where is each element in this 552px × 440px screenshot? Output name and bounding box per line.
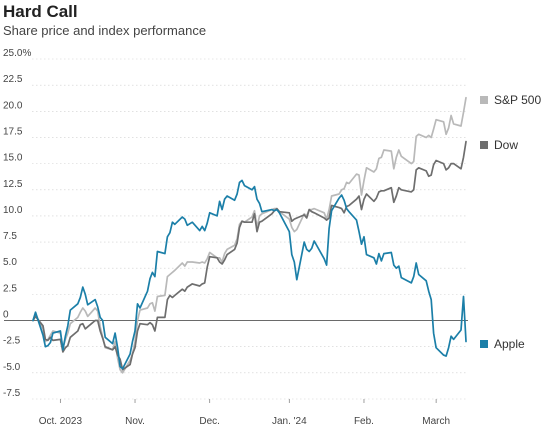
y-tick-label: 17.5 (3, 126, 23, 137)
x-axis-ticks: Oct. 2023 Nov. Dec. Jan. '24 Feb. March (39, 399, 450, 427)
y-tick-label: 10.0 (3, 205, 23, 216)
grid (4, 58, 468, 400)
series-lines (32, 96, 467, 374)
y-tick-label: 2.5 (3, 283, 17, 294)
legend-label: Dow (494, 138, 518, 152)
y-tick-label: 0 (3, 310, 9, 321)
legend-label: Apple (494, 337, 525, 351)
y-axis-ticks: 25.0% 22.5 20.0 17.5 15.0 12.5 10.0 7.5 5.0 2.5 0 -… (3, 48, 31, 399)
series-line-apple (32, 179, 467, 370)
series-line-s-p-500 (32, 96, 467, 374)
legend-swatch (480, 141, 488, 149)
series-line-dow (32, 140, 467, 371)
chart-title: Hard Call (3, 2, 78, 21)
y-tick-label: 20.0 (3, 100, 23, 111)
legend-label: S&P 500 (494, 93, 541, 107)
y-tick-label: 5.0 (3, 257, 17, 268)
y-tick-label: 25.0% (3, 48, 31, 59)
x-tick-label: Jan. '24 (272, 416, 307, 427)
x-tick-label: Feb. (354, 416, 374, 427)
y-tick-label: -7.5 (3, 388, 21, 399)
legend: S&P 500 Dow Apple (480, 93, 541, 351)
x-tick-label: March (422, 416, 450, 427)
y-tick-label: 12.5 (3, 179, 23, 190)
legend-swatch (480, 96, 488, 104)
x-tick-label: Nov. (125, 416, 145, 427)
legend-swatch (480, 340, 488, 348)
chart-subtitle: Share price and index performance (3, 23, 207, 38)
x-tick-label: Oct. 2023 (39, 416, 83, 427)
y-tick-label: 7.5 (3, 231, 17, 242)
x-tick-label: Dec. (199, 416, 220, 427)
y-tick-label: 15.0 (3, 153, 23, 164)
y-tick-label: -5.0 (3, 362, 21, 373)
y-tick-label: 22.5 (3, 74, 23, 85)
y-tick-label: -2.5 (3, 336, 21, 347)
